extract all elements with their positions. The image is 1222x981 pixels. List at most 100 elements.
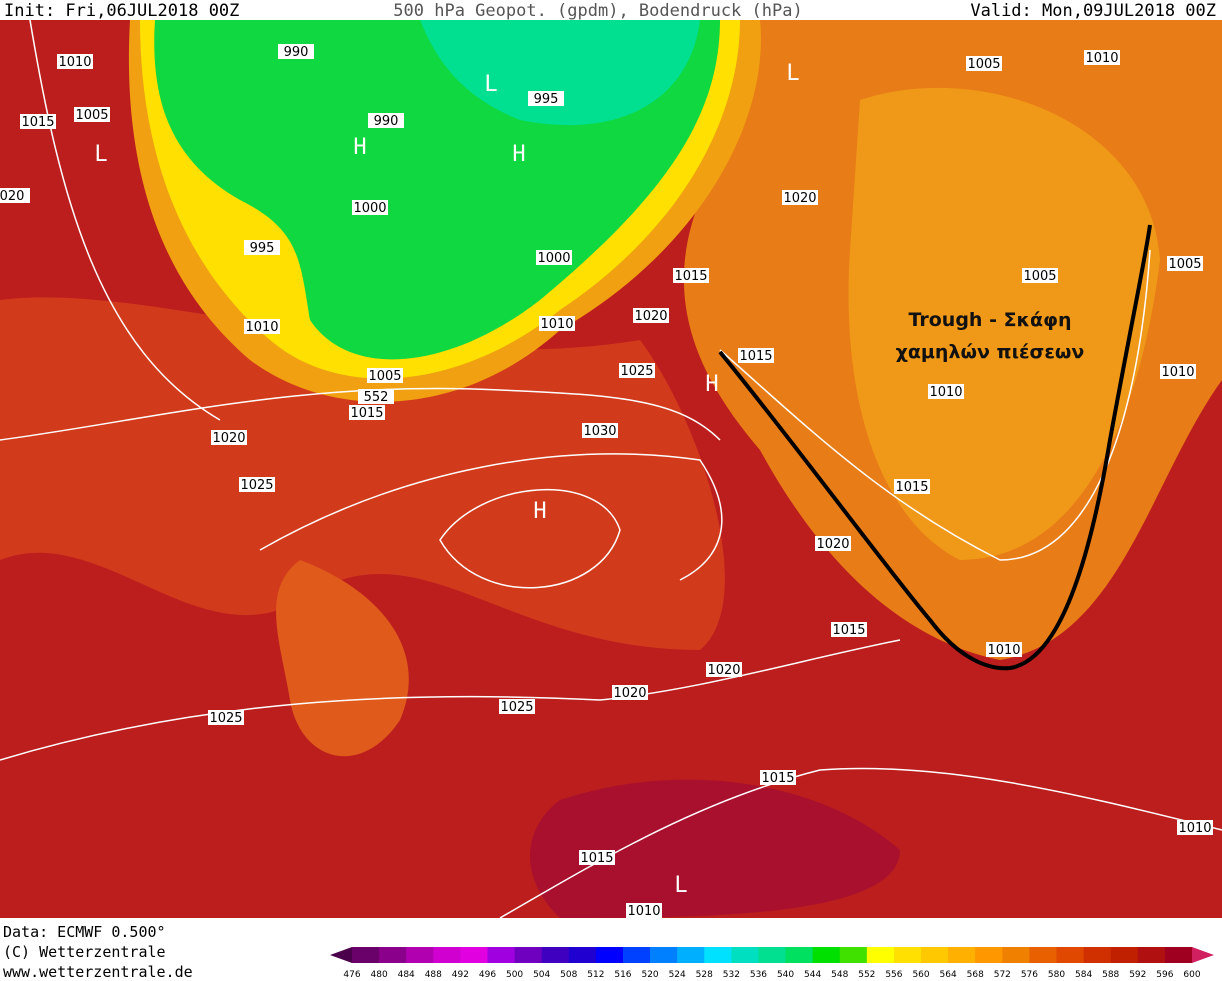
isobar-label-bg xyxy=(633,308,669,323)
colorbar-swatch xyxy=(1137,947,1166,963)
colorbar-swatch xyxy=(1056,947,1085,963)
isobar xyxy=(0,387,721,441)
isobar-label-bg xyxy=(1084,50,1120,65)
colorbar-swatch xyxy=(433,947,461,963)
isobar-label: 1000 xyxy=(353,201,386,216)
colorbar-label: 548 xyxy=(831,970,848,980)
isobar-label-bg xyxy=(1167,256,1203,271)
pressure-center: L xyxy=(786,61,799,86)
isobar-label-bg xyxy=(208,710,244,725)
isobar-label: 1010 xyxy=(1161,365,1194,380)
isobar-label-bg xyxy=(536,250,572,265)
init-time: Init: Fri,06JUL2018 00Z xyxy=(4,1,239,21)
isobar-label-bg xyxy=(626,903,662,918)
isobar-label: 1010 xyxy=(1178,821,1211,836)
isobar-label: 1020 xyxy=(613,686,646,701)
colorbar-swatch xyxy=(975,947,1003,963)
colorbar-label: 544 xyxy=(804,970,821,980)
isobar-label-bg xyxy=(1177,820,1213,835)
isobar-label: 1015 xyxy=(739,349,772,364)
isobar-label: 1015 xyxy=(21,115,54,130)
isobar-label: 1010 xyxy=(245,320,278,335)
pressure-center: L xyxy=(674,873,687,898)
isobar-label-bg xyxy=(582,423,618,438)
isobar-label: 1015 xyxy=(761,771,794,786)
colorbar-label: 496 xyxy=(479,970,496,980)
isobar-label-bg xyxy=(760,770,796,785)
colorbar-swatch xyxy=(330,947,352,963)
pressure-center: L xyxy=(94,142,107,167)
colorbar-swatch xyxy=(785,947,814,963)
isobar-label-bg xyxy=(278,44,314,59)
isobar-label: 1010 xyxy=(58,55,91,70)
colorbar-label: 596 xyxy=(1156,970,1173,980)
isobar-label: 995 xyxy=(250,241,275,256)
pressure-center: H xyxy=(353,135,366,160)
isobar-label: 1005 xyxy=(1168,257,1201,272)
colorbar-label: 592 xyxy=(1129,970,1146,980)
isobar-label: 1010 xyxy=(627,904,660,919)
isobar-label: 1025 xyxy=(620,364,653,379)
isobar-label-bg xyxy=(1160,364,1196,379)
isobar-label: 1000 xyxy=(537,251,570,266)
map-title: 500 hPa Geopot. (gpdm), Bodendruck (hPa) xyxy=(393,1,802,21)
isobar-label: 1010 xyxy=(1085,51,1118,66)
trough-line xyxy=(718,224,1152,671)
colorbar-swatch xyxy=(568,947,597,963)
isobar-label: 1015 xyxy=(580,851,613,866)
isobar-label-bg xyxy=(673,268,709,283)
isobar-label-bg xyxy=(782,190,818,205)
isobar-label: 020 xyxy=(0,189,24,204)
colorbar-swatch xyxy=(406,947,434,963)
isobar-label-bg xyxy=(239,477,275,492)
colorbar-swatch xyxy=(1029,947,1058,963)
colorbar-swatch xyxy=(595,947,624,963)
copyright: (C) Wetterzentrale xyxy=(3,943,166,961)
colorbar-swatch xyxy=(758,947,787,963)
isobar-label: 1005 xyxy=(368,369,401,384)
isobar-label-bg xyxy=(966,56,1002,71)
colorbar-swatch xyxy=(1002,947,1030,963)
colorbar-label: 568 xyxy=(967,970,984,980)
isobar-label-bg xyxy=(612,685,648,700)
colorbar-swatch xyxy=(1083,947,1112,963)
colorbar-label: 552 xyxy=(858,970,875,980)
isobar-label: 1020 xyxy=(816,537,849,552)
isobar-label-bg xyxy=(619,363,655,378)
isobar-label-bg xyxy=(986,642,1022,657)
field xyxy=(276,560,409,757)
colorbar-label: 536 xyxy=(750,970,767,980)
isobar-label: 995 xyxy=(534,92,559,107)
isobar-label-bg xyxy=(528,91,564,106)
colorbar-swatch xyxy=(460,947,488,963)
data-source: Data: ECMWF 0.500° xyxy=(3,923,166,941)
colorbar-label: 508 xyxy=(560,970,577,980)
colorbar-swatch xyxy=(866,947,895,963)
colorbar-label: 532 xyxy=(723,970,740,980)
isobar-label: 1010 xyxy=(929,385,962,400)
pressure-center: H xyxy=(533,499,546,524)
colorbar-label: 492 xyxy=(452,970,469,980)
colorbar-label: 500 xyxy=(506,970,523,980)
colorbar-label: 476 xyxy=(343,970,360,980)
pressure-center: H xyxy=(705,372,718,397)
pressure-center: L xyxy=(484,72,497,97)
isobar-label-bg xyxy=(368,113,404,128)
isobar-label: 1010 xyxy=(987,643,1020,658)
isobar-label-bg xyxy=(244,240,280,255)
colorbar-swatch xyxy=(514,947,543,963)
colorbar-label: 584 xyxy=(1075,970,1092,980)
isobar-label-bg xyxy=(20,114,56,129)
isobar-label: 1025 xyxy=(240,478,273,493)
colorbar-label: 588 xyxy=(1102,970,1119,980)
isobar-label: 1005 xyxy=(1023,269,1056,284)
colorbar-swatch xyxy=(921,947,949,963)
colorbar-swatch xyxy=(839,947,868,963)
isobar-label: 552 xyxy=(364,390,389,405)
isobar-label: 1010 xyxy=(540,317,573,332)
isobar-label-bg xyxy=(706,662,742,677)
colorbar-swatch xyxy=(379,947,407,963)
colorbar-label: 504 xyxy=(533,970,550,980)
colorbar-label: 564 xyxy=(940,970,957,980)
